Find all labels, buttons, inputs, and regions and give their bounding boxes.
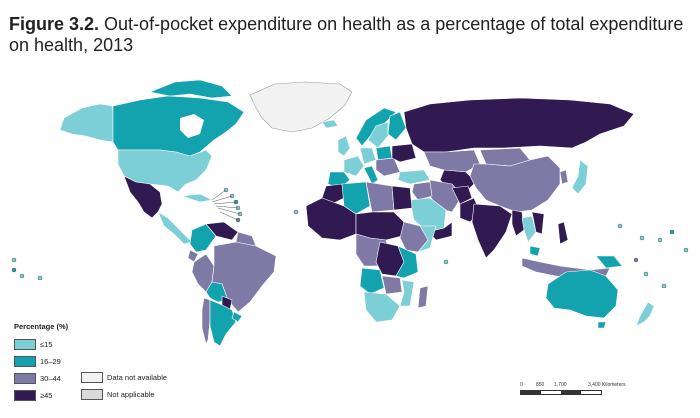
region-algeria — [341, 181, 371, 215]
legend-label: ≥45 — [40, 391, 53, 400]
region-alaska — [59, 103, 116, 143]
region-thailand — [521, 215, 537, 243]
region-italy — [363, 165, 379, 185]
region-finland — [387, 111, 407, 141]
hudson-bay — [180, 114, 204, 138]
region-new-zealand — [635, 301, 655, 327]
region-cuba — [181, 193, 213, 203]
region-east-europe — [375, 157, 401, 177]
figure-title-text: Out-of-pocket expenditure on health as a… — [9, 14, 684, 55]
region-china — [469, 155, 561, 213]
region-russia — [403, 97, 635, 153]
legend-label: Not applicable — [107, 390, 155, 399]
region-myanmar — [511, 209, 525, 237]
island-marker — [11, 257, 17, 263]
region-japan — [571, 159, 589, 195]
region-tasmania — [597, 321, 607, 329]
island-marker — [443, 259, 449, 265]
region-east-africa — [395, 245, 419, 279]
region-venezuela — [205, 221, 239, 241]
region-angola — [359, 267, 385, 295]
region-france — [343, 155, 365, 177]
region-ukraine — [391, 143, 417, 163]
legend-swatch — [81, 372, 103, 383]
legend-extra: Data not available Not applicable — [81, 369, 167, 403]
small-islands — [11, 187, 689, 289]
island-marker — [669, 229, 675, 235]
region-chile — [201, 297, 211, 345]
legend-label: Data not available — [107, 373, 168, 382]
region-morocco — [321, 183, 345, 205]
scale-tick: 0 — [520, 382, 523, 388]
legend-item: Not applicable — [81, 386, 167, 403]
island-marker — [617, 223, 623, 229]
figure-title: Figure 3.2. Out-of-pocket expenditure on… — [9, 14, 689, 56]
island-marker — [37, 275, 43, 281]
island-marker — [661, 283, 667, 289]
island-marker — [293, 209, 299, 215]
island-marker — [11, 267, 17, 273]
scale-bar-graphic — [520, 390, 602, 395]
region-iceland — [321, 119, 339, 129]
region-mozambique — [399, 279, 415, 307]
island-marker — [657, 237, 663, 243]
legend-label: ≤15 — [40, 340, 53, 349]
legend-item: ≥45 — [14, 387, 68, 404]
region-sweden — [367, 121, 389, 149]
region-zambia — [381, 275, 403, 295]
region-uk — [337, 135, 351, 157]
region-afghanistan — [451, 185, 473, 205]
legend-swatch — [14, 339, 36, 350]
region-korea — [559, 169, 569, 185]
figure-label: Figure 3.2. — [9, 14, 100, 34]
region-somalia — [417, 225, 437, 253]
legend-swatch — [14, 356, 36, 367]
region-libya — [365, 181, 395, 213]
island-marker — [639, 235, 645, 241]
legend-swatch — [14, 390, 36, 401]
legend-label: 16–29 — [40, 357, 61, 366]
legend-item: Data not available — [81, 369, 167, 386]
legend-item: 30–44 — [14, 370, 68, 387]
legend: Percentage (%) ≤15 16–29 30–44 ≥45 — [14, 322, 68, 404]
region-argentina — [209, 299, 237, 347]
island-marker — [683, 247, 689, 253]
island-leader-lines — [211, 189, 241, 221]
region-malaysia — [529, 245, 541, 257]
island-marker — [19, 273, 25, 279]
region-canada-islands — [149, 79, 233, 99]
region-canada — [112, 95, 245, 157]
region-yemen-oman — [427, 221, 453, 241]
scale-tick: 3,400 Kilometers — [588, 382, 626, 388]
region-madagascar — [417, 285, 429, 309]
scale-tick: 850 — [536, 382, 545, 388]
legend-title: Percentage (%) — [14, 322, 69, 331]
legend-swatch — [81, 389, 103, 400]
legend-item: ≤15 — [14, 336, 68, 353]
region-papua — [595, 255, 623, 269]
region-germany — [359, 147, 377, 165]
region-vietnam — [531, 211, 545, 235]
region-uruguay — [231, 311, 243, 323]
legend-label: 30–44 — [40, 374, 61, 383]
region-kazakhstan — [423, 149, 481, 173]
scale-bar: 0 850 1,700 3,400 Kilometers — [520, 382, 630, 395]
region-australia — [545, 269, 619, 319]
region-central-america — [157, 211, 193, 245]
region-greenland — [249, 81, 353, 133]
island-marker — [643, 271, 649, 277]
region-india — [471, 203, 513, 259]
region-turkey — [397, 169, 431, 185]
region-iraq-syria — [411, 181, 433, 201]
legend-item: 16–29 — [14, 353, 68, 370]
region-southern-africa — [363, 291, 401, 323]
legend-swatch — [14, 373, 36, 384]
island-marker — [633, 257, 639, 263]
region-philippines — [557, 221, 569, 245]
region-egypt — [391, 185, 413, 211]
scale-tick: 1,700 — [554, 382, 567, 388]
region-poland — [375, 145, 393, 161]
